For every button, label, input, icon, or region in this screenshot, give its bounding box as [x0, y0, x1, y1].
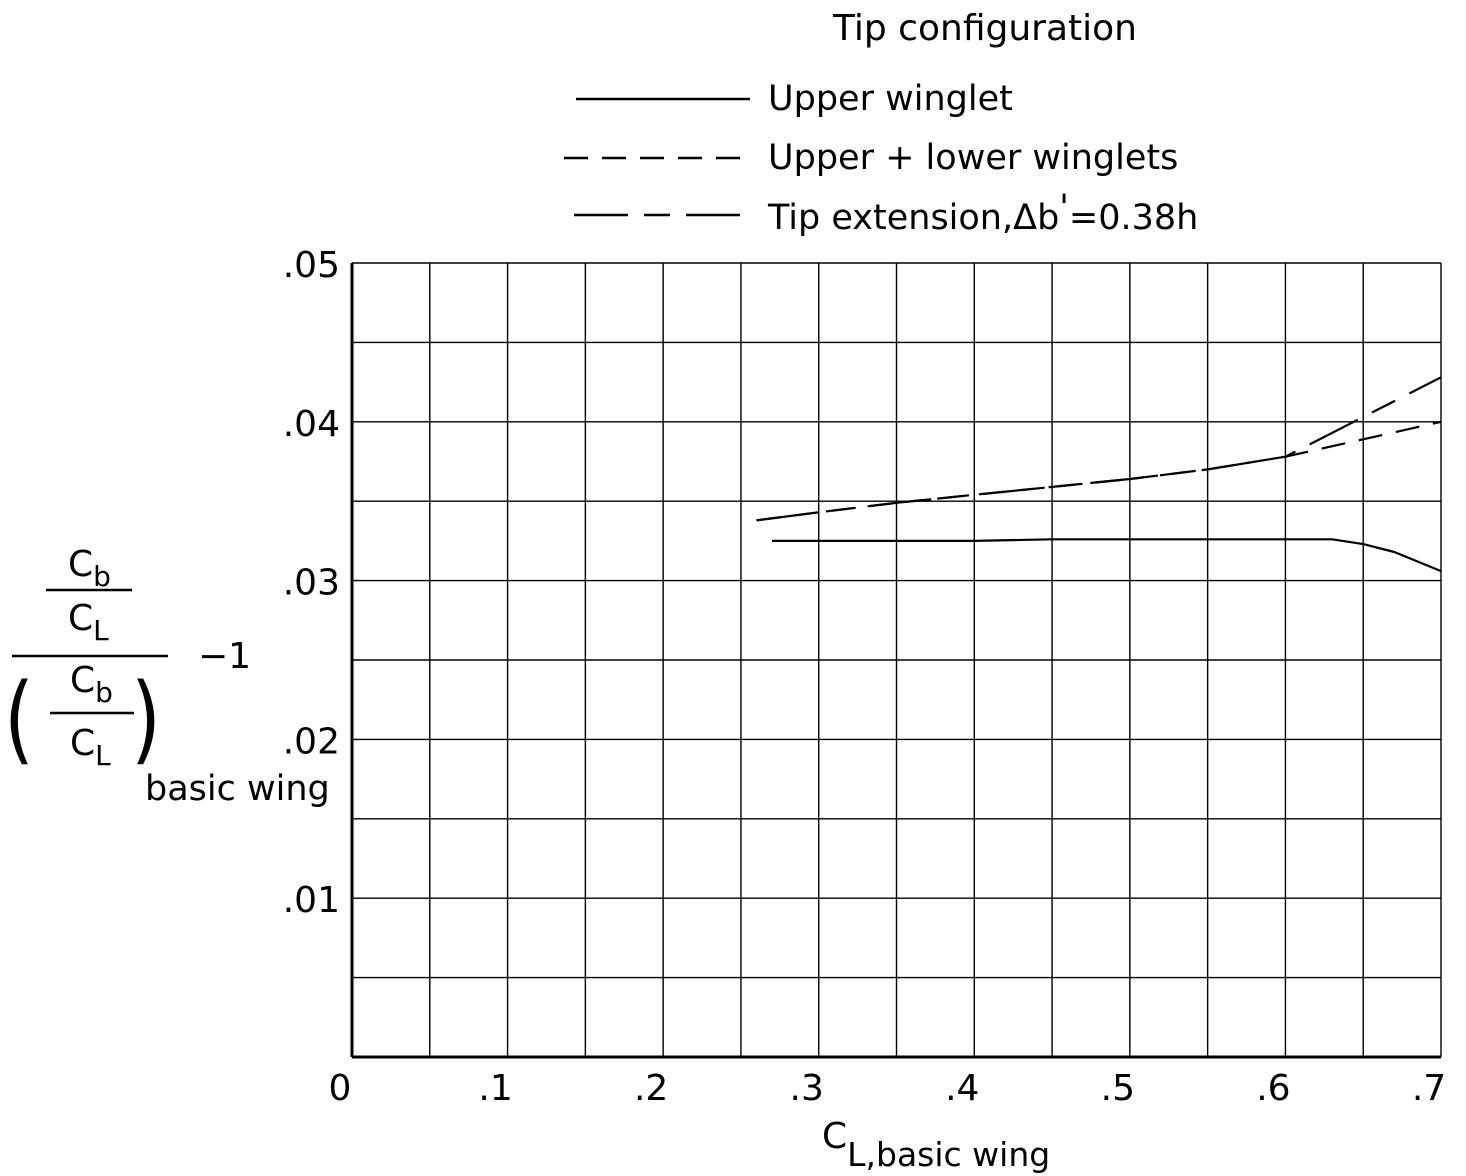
legend-label-upper-lower-winglets: Upper + lower winglets — [768, 138, 1178, 178]
x-tick-label: 0 — [329, 1068, 352, 1109]
y-tick-label: .01 — [283, 880, 340, 921]
legend-label-tip-extension: Tip extension,Δb'=0.38h — [767, 188, 1198, 238]
series-lines — [756, 376, 1442, 573]
ylabel-den-bottom: CL — [70, 723, 111, 772]
x-tick-label: .7 — [1412, 1068, 1446, 1109]
y-axis-label: Cb CL −1 ( Cb CL ) basic wing — [4, 544, 330, 809]
y-tick-label: .02 — [283, 721, 340, 762]
y-tick-label: .05 — [283, 245, 340, 286]
ylabel-num-top: Cb — [68, 544, 111, 593]
x-tick-label: .3 — [790, 1068, 824, 1109]
tick-labels: 0 .1 .2 .3 .4 .5 .6 .7 .01 .02 .03 .04 .05 — [283, 245, 1446, 1109]
series-line-2 — [756, 376, 1442, 522]
ylabel-den-top: Cb — [70, 660, 113, 709]
legend: Tip configuration Upper winglet Upper + … — [564, 8, 1198, 238]
legend-tip-main: Tip extension, — [767, 198, 1013, 238]
legend-tip-b: b — [1037, 198, 1059, 238]
grid — [350, 262, 1442, 1059]
legend-tip-delta: Δ — [1013, 198, 1037, 238]
ylabel-paren-open: ( — [4, 663, 34, 776]
y-tick-label: .04 — [283, 404, 340, 445]
x-axis-label: CL,basic wing — [822, 1116, 1050, 1174]
y-tick-label: .03 — [283, 563, 340, 604]
series-line-0 — [772, 538, 1442, 573]
ylabel-num-bottom: CL — [68, 598, 109, 647]
legend-title: Tip configuration — [832, 8, 1137, 49]
x-tick-label: .5 — [1101, 1068, 1135, 1109]
legend-tip-rest: =0.38h — [1069, 198, 1198, 238]
x-tick-label: .1 — [478, 1068, 512, 1109]
x-tick-label: .4 — [945, 1068, 979, 1109]
ylabel-minus-one: −1 — [198, 636, 251, 677]
ylabel-paren-close: ) — [131, 663, 161, 776]
series-line-1 — [756, 420, 1442, 522]
legend-label-upper-winglet: Upper winglet — [768, 79, 1013, 119]
x-tick-label: .6 — [1256, 1068, 1290, 1109]
legend-tip-prime: ' — [1059, 188, 1069, 228]
ylabel-basic-wing: basic wing — [145, 769, 330, 809]
x-tick-label: .2 — [634, 1068, 668, 1109]
